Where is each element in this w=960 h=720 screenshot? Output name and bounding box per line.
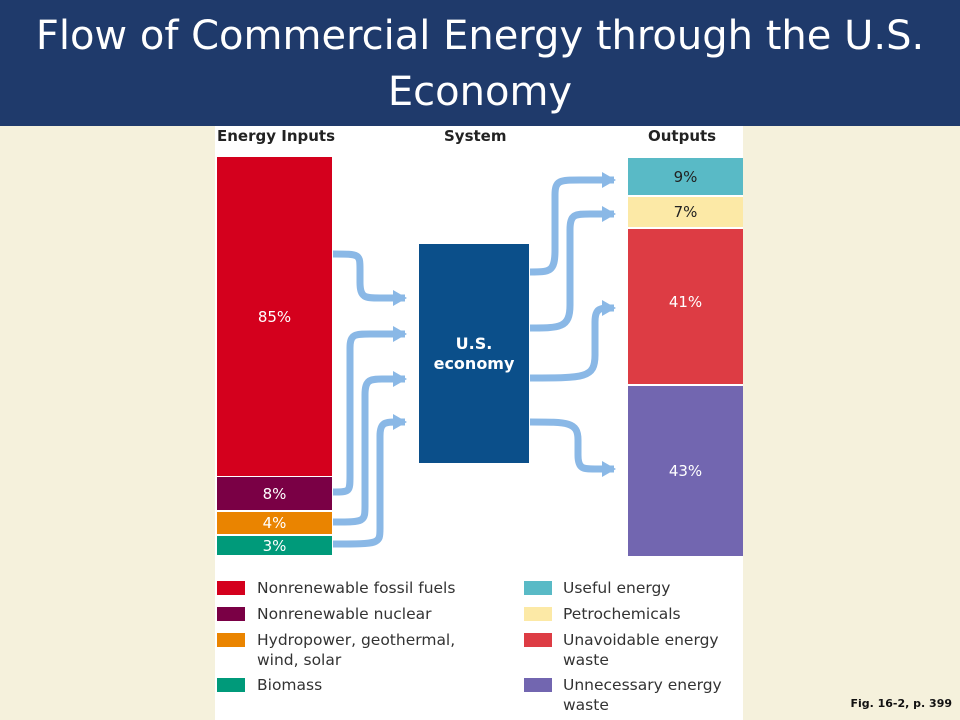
title-bar: [0, 0, 960, 126]
legend-renewable-label: Hydropower, geothermal, wind, solar: [257, 631, 456, 669]
legend-unavoidable-label: Unavoidable energy waste: [563, 631, 719, 669]
input-renewable-value: 4%: [262, 514, 287, 532]
legend-nuclear-label: Nonrenewable nuclear: [257, 605, 432, 623]
legend-unavoidable-swatch: [524, 633, 552, 647]
system-header: System: [444, 127, 507, 145]
inputs-header: Energy Inputs: [217, 127, 336, 145]
legend-fossil-swatch: [217, 581, 245, 595]
legend-renewable-swatch: [217, 633, 245, 647]
flow-fossil-arrow: [332, 250, 407, 306]
flow-petrochem-arrow: [529, 206, 616, 332]
output-unnecessary-block: 43%: [628, 386, 743, 556]
output-unavoidable-block: 41%: [628, 229, 743, 384]
legend-biomass-label: Biomass: [257, 676, 323, 694]
economy-label-line2: economy: [433, 353, 515, 373]
legend-unnecessary-swatch: [524, 678, 552, 692]
flow-nuclear-arrow: [332, 326, 407, 496]
flow-useful-arrow: [529, 172, 616, 276]
input-biomass-block: 3%: [217, 536, 332, 555]
output-unnecessary-value: 43%: [668, 462, 703, 480]
input-fossil-block: 85%: [217, 157, 332, 476]
legend-unnecessary-label: Unnecessary energy waste: [563, 676, 722, 714]
input-biomass-value: 3%: [262, 536, 287, 555]
legend-useful-swatch: [524, 581, 552, 595]
flow-biomass-arrow: [332, 414, 407, 548]
output-useful-value: 9%: [673, 167, 698, 186]
slide-title: Flow of Commercial Energy through the U.…: [35, 13, 925, 115]
us-economy-box: U.S. economy: [419, 244, 529, 463]
input-fossil-value: 85%: [257, 307, 292, 326]
legend-biomass-swatch: [217, 678, 245, 692]
output-petrochem-block: 7%: [628, 197, 743, 227]
legend-useful-label: Useful energy: [563, 579, 671, 597]
output-petrochem-value: 7%: [673, 203, 698, 221]
legend-petrochem-swatch: [524, 607, 552, 621]
economy-label-line1: U.S.: [455, 333, 493, 353]
input-renewable-block: 4%: [217, 512, 332, 534]
legend-petrochem-label: Petrochemicals: [563, 605, 681, 623]
outputs-header: Outputs: [648, 127, 717, 145]
input-nuclear-block: 8%: [217, 477, 332, 510]
output-unavoidable-value: 41%: [668, 293, 703, 311]
figure-caption: Fig. 16-2, p. 399: [850, 697, 952, 710]
flow-unavoidable-arrow: [529, 300, 616, 382]
legend-fossil-label: Nonrenewable fossil fuels: [257, 579, 456, 597]
flow-unnecessary-arrow: [529, 418, 616, 477]
legend-nuclear-swatch: [217, 607, 245, 621]
output-useful-block: 9%: [628, 158, 743, 195]
flow-renewable-arrow: [332, 371, 407, 526]
input-nuclear-value: 8%: [262, 484, 287, 503]
